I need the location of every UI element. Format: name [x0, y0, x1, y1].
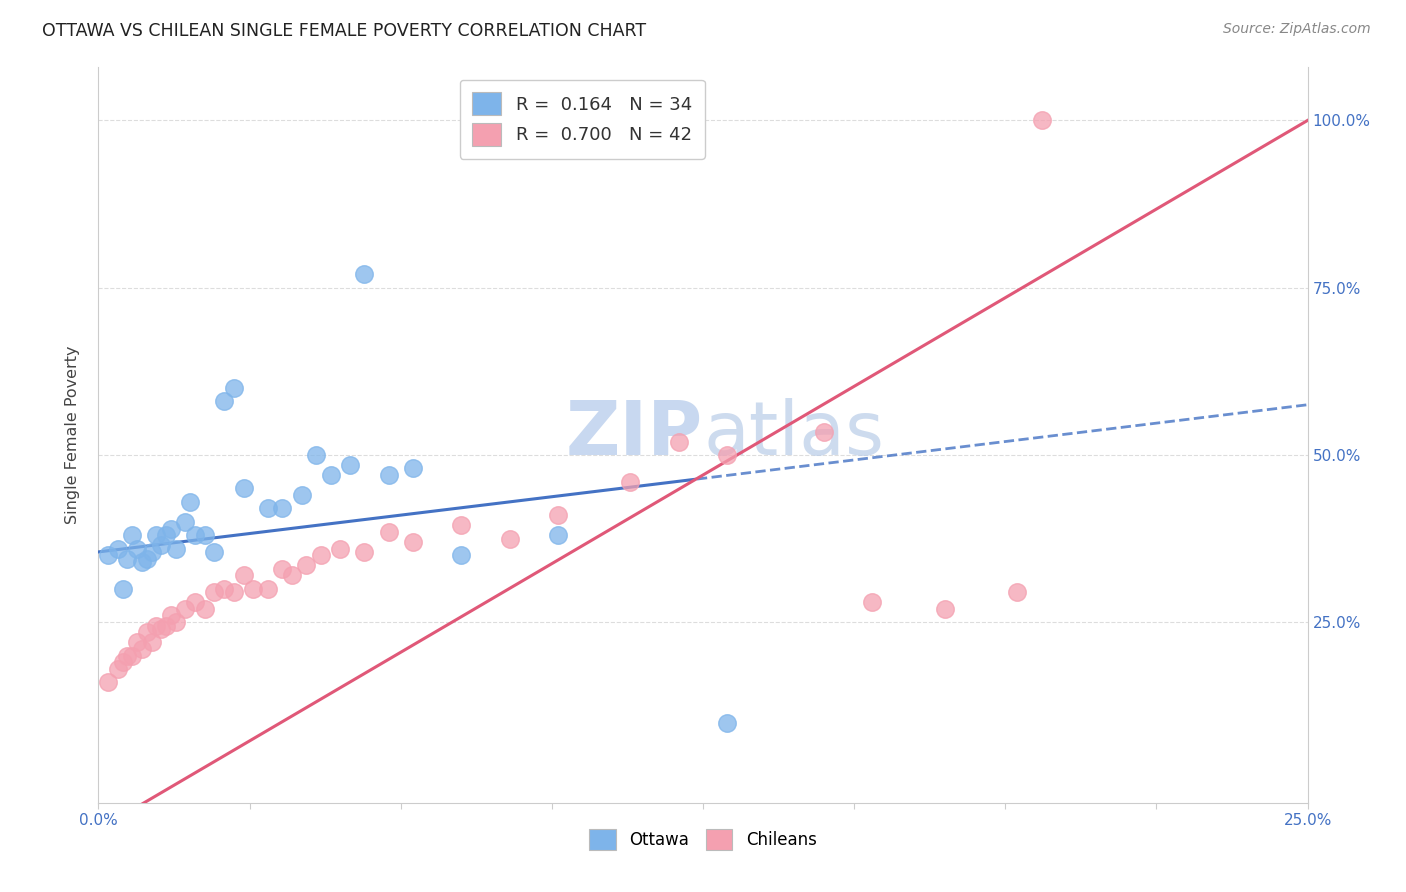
- Point: [498, 532, 520, 546]
- Point: [204, 545, 226, 559]
- Point: [305, 448, 328, 462]
- Point: [184, 528, 207, 542]
- Point: [547, 508, 569, 523]
- Point: [547, 528, 569, 542]
- Point: [377, 524, 399, 539]
- Point: [121, 648, 143, 663]
- Point: [256, 582, 278, 596]
- Point: [934, 601, 956, 615]
- Point: [281, 568, 304, 582]
- Point: [107, 662, 129, 676]
- Point: [155, 618, 177, 632]
- Point: [402, 534, 425, 549]
- Point: [107, 541, 129, 556]
- Point: [194, 528, 217, 542]
- Point: [179, 494, 201, 508]
- Text: Source: ZipAtlas.com: Source: ZipAtlas.com: [1223, 22, 1371, 37]
- Point: [242, 582, 264, 596]
- Point: [290, 488, 312, 502]
- Text: atlas: atlas: [703, 399, 884, 471]
- Point: [1007, 585, 1029, 599]
- Point: [97, 548, 120, 563]
- Point: [145, 528, 167, 542]
- Point: [256, 501, 278, 516]
- Point: [329, 541, 352, 556]
- Point: [174, 515, 197, 529]
- Text: OTTAWA VS CHILEAN SINGLE FEMALE POVERTY CORRELATION CHART: OTTAWA VS CHILEAN SINGLE FEMALE POVERTY …: [42, 22, 647, 40]
- Point: [450, 518, 472, 533]
- Point: [450, 548, 472, 563]
- Point: [184, 595, 207, 609]
- Point: [402, 461, 425, 475]
- Point: [222, 585, 245, 599]
- Point: [165, 541, 187, 556]
- Point: [160, 521, 183, 535]
- Point: [295, 558, 318, 573]
- Point: [174, 601, 197, 615]
- Point: [309, 548, 332, 563]
- Point: [271, 501, 294, 516]
- Point: [150, 538, 173, 552]
- Point: [212, 394, 235, 409]
- Point: [111, 582, 134, 596]
- Point: [232, 481, 254, 495]
- Point: [339, 458, 361, 472]
- Point: [141, 545, 163, 559]
- Point: [117, 551, 139, 566]
- Point: [204, 585, 226, 599]
- Point: [353, 268, 375, 282]
- Point: [232, 568, 254, 582]
- Point: [716, 448, 738, 462]
- Point: [1031, 113, 1053, 128]
- Point: [135, 625, 157, 640]
- Point: [271, 562, 294, 576]
- Point: [141, 635, 163, 649]
- Point: [127, 541, 149, 556]
- Y-axis label: Single Female Poverty: Single Female Poverty: [65, 345, 80, 524]
- Point: [319, 467, 342, 482]
- Point: [860, 595, 883, 609]
- Point: [194, 601, 217, 615]
- Point: [155, 528, 177, 542]
- Point: [121, 528, 143, 542]
- Point: [145, 618, 167, 632]
- Text: ZIP: ZIP: [565, 399, 703, 471]
- Point: [111, 655, 134, 669]
- Point: [668, 434, 690, 449]
- Point: [619, 475, 641, 489]
- Point: [117, 648, 139, 663]
- Point: [212, 582, 235, 596]
- Point: [716, 715, 738, 730]
- Point: [160, 608, 183, 623]
- Point: [150, 622, 173, 636]
- Point: [353, 545, 375, 559]
- Legend: Ottawa, Chileans: Ottawa, Chileans: [582, 822, 824, 857]
- Point: [813, 425, 835, 439]
- Point: [135, 551, 157, 566]
- Point: [131, 555, 153, 569]
- Point: [165, 615, 187, 630]
- Point: [127, 635, 149, 649]
- Point: [131, 642, 153, 657]
- Point: [377, 467, 399, 482]
- Point: [97, 675, 120, 690]
- Point: [222, 381, 245, 395]
